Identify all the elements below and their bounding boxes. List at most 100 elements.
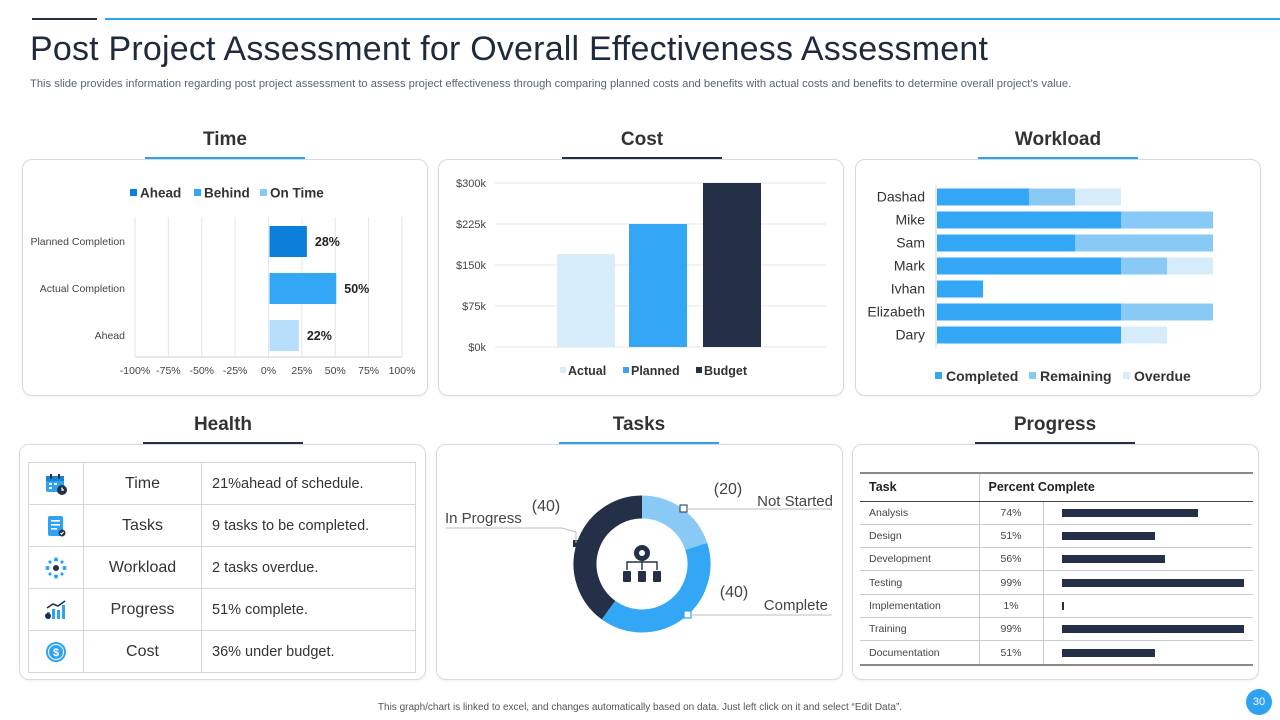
health-row-time: Time 21%ahead of schedule.	[28, 462, 416, 505]
bar-segment	[1121, 257, 1167, 275]
progress-bar-track	[1061, 601, 1252, 610]
data-label: 22%	[307, 329, 332, 343]
workload-icon	[45, 557, 67, 578]
y-category-label: Dary	[895, 327, 925, 343]
health-value: 2 tasks overdue.	[201, 546, 416, 589]
progress-task-name: Design	[860, 524, 980, 549]
bar	[269, 320, 299, 351]
x-tick-label: 0%	[261, 365, 276, 377]
bar	[269, 226, 307, 257]
progress-percent: 99%	[979, 570, 1044, 595]
legend-label: Planned	[631, 364, 680, 378]
bar-segment	[1029, 188, 1075, 206]
legend-label: Remaining	[1040, 368, 1112, 384]
progress-percent: 99%	[979, 617, 1044, 642]
health-table: Time 21%ahead of schedule. Tasks 9 tasks…	[28, 462, 416, 673]
legend-swatch	[1029, 372, 1036, 379]
bar-segment	[937, 303, 1121, 321]
health-value: 21%ahead of schedule.	[201, 462, 416, 505]
cost-chart: $0k $75k $150k $225k $300k Actual Planned Budge…	[456, 178, 826, 378]
progress-bar	[1061, 555, 1165, 564]
progress-bar	[1061, 508, 1198, 517]
progress-bar	[1061, 578, 1244, 587]
task-list-icon	[48, 515, 66, 536]
legend-label: Completed	[946, 368, 1018, 384]
health-label: Tasks	[83, 504, 202, 547]
data-label: 28%	[315, 235, 340, 249]
y-category-label: Actual Completion	[40, 283, 125, 295]
health-row-cost: $ Cost 36% under budget.	[28, 630, 416, 673]
progress-bar-track	[1061, 648, 1252, 657]
legend-label: On Time	[270, 186, 324, 201]
legend-swatch	[260, 189, 267, 196]
y-category-label: Mike	[895, 212, 925, 228]
y-category-label: Sam	[896, 235, 925, 251]
progress-bar-track	[1061, 625, 1252, 634]
y-tick-label: $150k	[456, 260, 486, 272]
health-value: 51% complete.	[201, 588, 416, 631]
header-rule-dark	[32, 18, 97, 20]
bar	[269, 273, 337, 304]
legend-swatch	[696, 367, 702, 373]
page-subtitle: This slide provides information regardin…	[30, 78, 1072, 90]
callout-line	[446, 527, 577, 543]
time-chart: -100% -75% -50% -25% 0% 25% 50% 75% 100% Ahead Beh…	[30, 186, 415, 378]
bar-segment	[937, 234, 1075, 252]
progress-task-name: Development	[860, 547, 980, 572]
value-label: (20)	[714, 481, 742, 498]
callout-marker	[679, 504, 688, 513]
donut-slice	[641, 495, 708, 551]
x-tick-label: 50%	[325, 365, 346, 377]
progress-percent: 56%	[979, 547, 1044, 572]
y-tick-label: $75k	[462, 301, 486, 313]
x-tick-label: -100%	[120, 365, 150, 377]
bar-segment	[1075, 188, 1121, 206]
health-label: Cost	[83, 630, 202, 673]
bar	[703, 183, 761, 347]
health-label: Progress	[83, 588, 202, 631]
legend-label: Overdue	[1134, 368, 1191, 384]
x-tick-label: -50%	[189, 365, 214, 377]
slice-label: Complete	[764, 597, 828, 614]
page-number-badge: 30	[1246, 689, 1272, 715]
section-title-cost: Cost	[620, 129, 664, 150]
document-icon	[623, 571, 631, 582]
legend-label: Budget	[704, 364, 748, 378]
progress-task-name: Documentation	[860, 640, 980, 665]
health-value: 9 tasks to be completed.	[201, 504, 416, 547]
footer-note: This graph/chart is linked to excel, and…	[377, 702, 903, 713]
workload-chart: Dashad Mike Sam Mark Ivhan Elizabeth Dary Compl…	[867, 185, 1213, 384]
page-title: Post Project Assessment for Overall Effe…	[30, 30, 989, 68]
legend-label: Actual	[568, 364, 606, 378]
legend-swatch	[560, 367, 566, 373]
legend-label: Behind	[204, 186, 250, 201]
progress-row: Training 99%	[860, 617, 1253, 642]
legend-swatch	[130, 189, 137, 196]
progress-percent: 51%	[979, 640, 1044, 665]
y-category-label: Planned Completion	[30, 236, 125, 248]
data-label: 50%	[344, 282, 369, 296]
progress-task-name: Training	[860, 617, 980, 642]
legend-swatch	[935, 372, 942, 379]
bar-segment	[1075, 234, 1213, 252]
health-label: Workload	[83, 546, 202, 589]
tasks-donut-chart: (20) Not Started (40) Complete (40) In Progre…	[445, 481, 833, 633]
y-tick-label: $300k	[456, 178, 486, 190]
value-label: (40)	[720, 584, 748, 601]
progress-task-name: Implementation	[860, 594, 980, 618]
legend-swatch	[1123, 372, 1130, 379]
legend-label: Ahead	[140, 186, 181, 201]
dollar-coin-icon: $	[46, 641, 66, 662]
progress-row: Implementation 1%	[860, 594, 1253, 618]
x-tick-label: -75%	[156, 365, 181, 377]
progress-table: Task Percent Complete Analysis 74% Design 5…	[860, 474, 1253, 665]
bar-segment	[1121, 326, 1167, 344]
connector-icon	[626, 561, 658, 570]
progress-bar-track	[1061, 578, 1252, 587]
calendar-icon	[46, 473, 67, 495]
y-category-label: Mark	[894, 258, 926, 274]
section-title-time: Time	[202, 129, 247, 150]
y-tick-label: $0k	[468, 342, 486, 354]
gear-icon-hole	[639, 550, 645, 556]
health-label: Time	[83, 462, 202, 505]
